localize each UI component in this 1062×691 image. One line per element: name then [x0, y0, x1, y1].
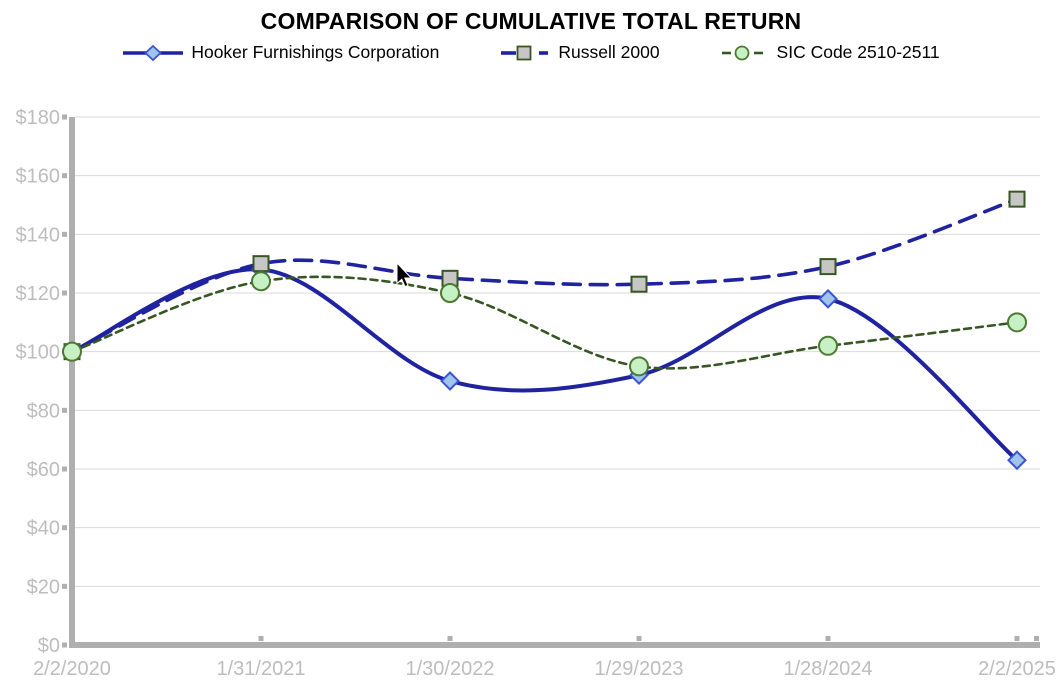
data-point-square — [1008, 190, 1026, 208]
y-axis-label: $120 — [16, 283, 61, 305]
x-tick — [258, 636, 264, 641]
legend-swatch-dash-circle-icon — [721, 45, 763, 60]
y-axis-label: $20 — [27, 576, 60, 598]
data-point-square — [630, 275, 648, 293]
data-point-circle — [1007, 312, 1027, 333]
y-axis-label: $180 — [16, 107, 61, 129]
legend-item-hooker: Hooker Furnishings Corporation — [122, 42, 439, 63]
x-tick — [825, 636, 831, 641]
legend-swatch-solid-diamond-icon — [123, 44, 184, 61]
chart-title: COMPARISON OF CUMULATIVE TOTAL RETURN — [260, 8, 802, 34]
x-axis-label: 2/2/2025 — [978, 658, 1056, 680]
y-axis-label: $100 — [16, 342, 61, 364]
y-tick — [62, 583, 67, 589]
legend-item-russell: Russell 2000 — [501, 42, 660, 63]
y-axis-label: $0 — [38, 635, 60, 657]
legend-label-sic: SIC Code 2510-2511 — [776, 42, 940, 62]
data-point-square — [252, 255, 270, 273]
data-point-circle — [62, 341, 82, 362]
x-axis-label: 1/30/2022 — [406, 658, 495, 680]
y-axis-label: $40 — [27, 518, 60, 540]
y-tick — [62, 466, 67, 472]
x-tick — [1014, 636, 1020, 641]
data-point-diamond — [440, 371, 460, 391]
y-axis-label: $160 — [16, 166, 61, 188]
legend-item-sic: SIC Code 2510-2511 — [721, 42, 940, 63]
x-axis-label: 2/2/2020 — [33, 658, 111, 680]
legend-swatch-dash-square-icon — [501, 45, 549, 60]
legend-label-hooker: Hooker Furnishings Corporation — [191, 42, 440, 62]
data-point-circle — [818, 335, 838, 356]
data-point-diamond — [1007, 450, 1027, 471]
x-axis-line — [69, 642, 1040, 648]
x-axis-label: 1/29/2023 — [595, 658, 684, 680]
x-axis-label: 1/31/2021 — [217, 658, 306, 680]
data-point-circle — [629, 356, 649, 377]
series-line-1 — [70, 267, 1019, 463]
data-point-circle — [251, 271, 271, 292]
y-tick — [62, 642, 67, 648]
y-tick — [62, 290, 67, 296]
x-tick — [1034, 636, 1039, 641]
y-tick — [62, 525, 67, 531]
y-axis-label: $60 — [27, 459, 60, 481]
data-point-square — [819, 258, 837, 276]
y-tick — [62, 407, 67, 413]
series-line-2 — [70, 197, 1019, 354]
y-axis-line — [69, 117, 75, 648]
x-axis-label: 1/28/2024 — [784, 658, 873, 680]
y-axis-label: $80 — [27, 400, 60, 422]
legend-label-russell: Russell 2000 — [558, 42, 660, 62]
y-tick — [62, 173, 67, 179]
x-tick — [636, 636, 642, 641]
data-point-circle — [440, 283, 460, 303]
y-tick — [62, 114, 67, 120]
x-tick — [447, 636, 453, 641]
legend: Hooker Furnishings Corporation Russell 2… — [0, 42, 1062, 63]
data-point-diamond — [818, 288, 838, 309]
y-tick — [62, 231, 67, 237]
series-line-3 — [70, 275, 1019, 370]
y-axis-label: $140 — [16, 224, 61, 246]
